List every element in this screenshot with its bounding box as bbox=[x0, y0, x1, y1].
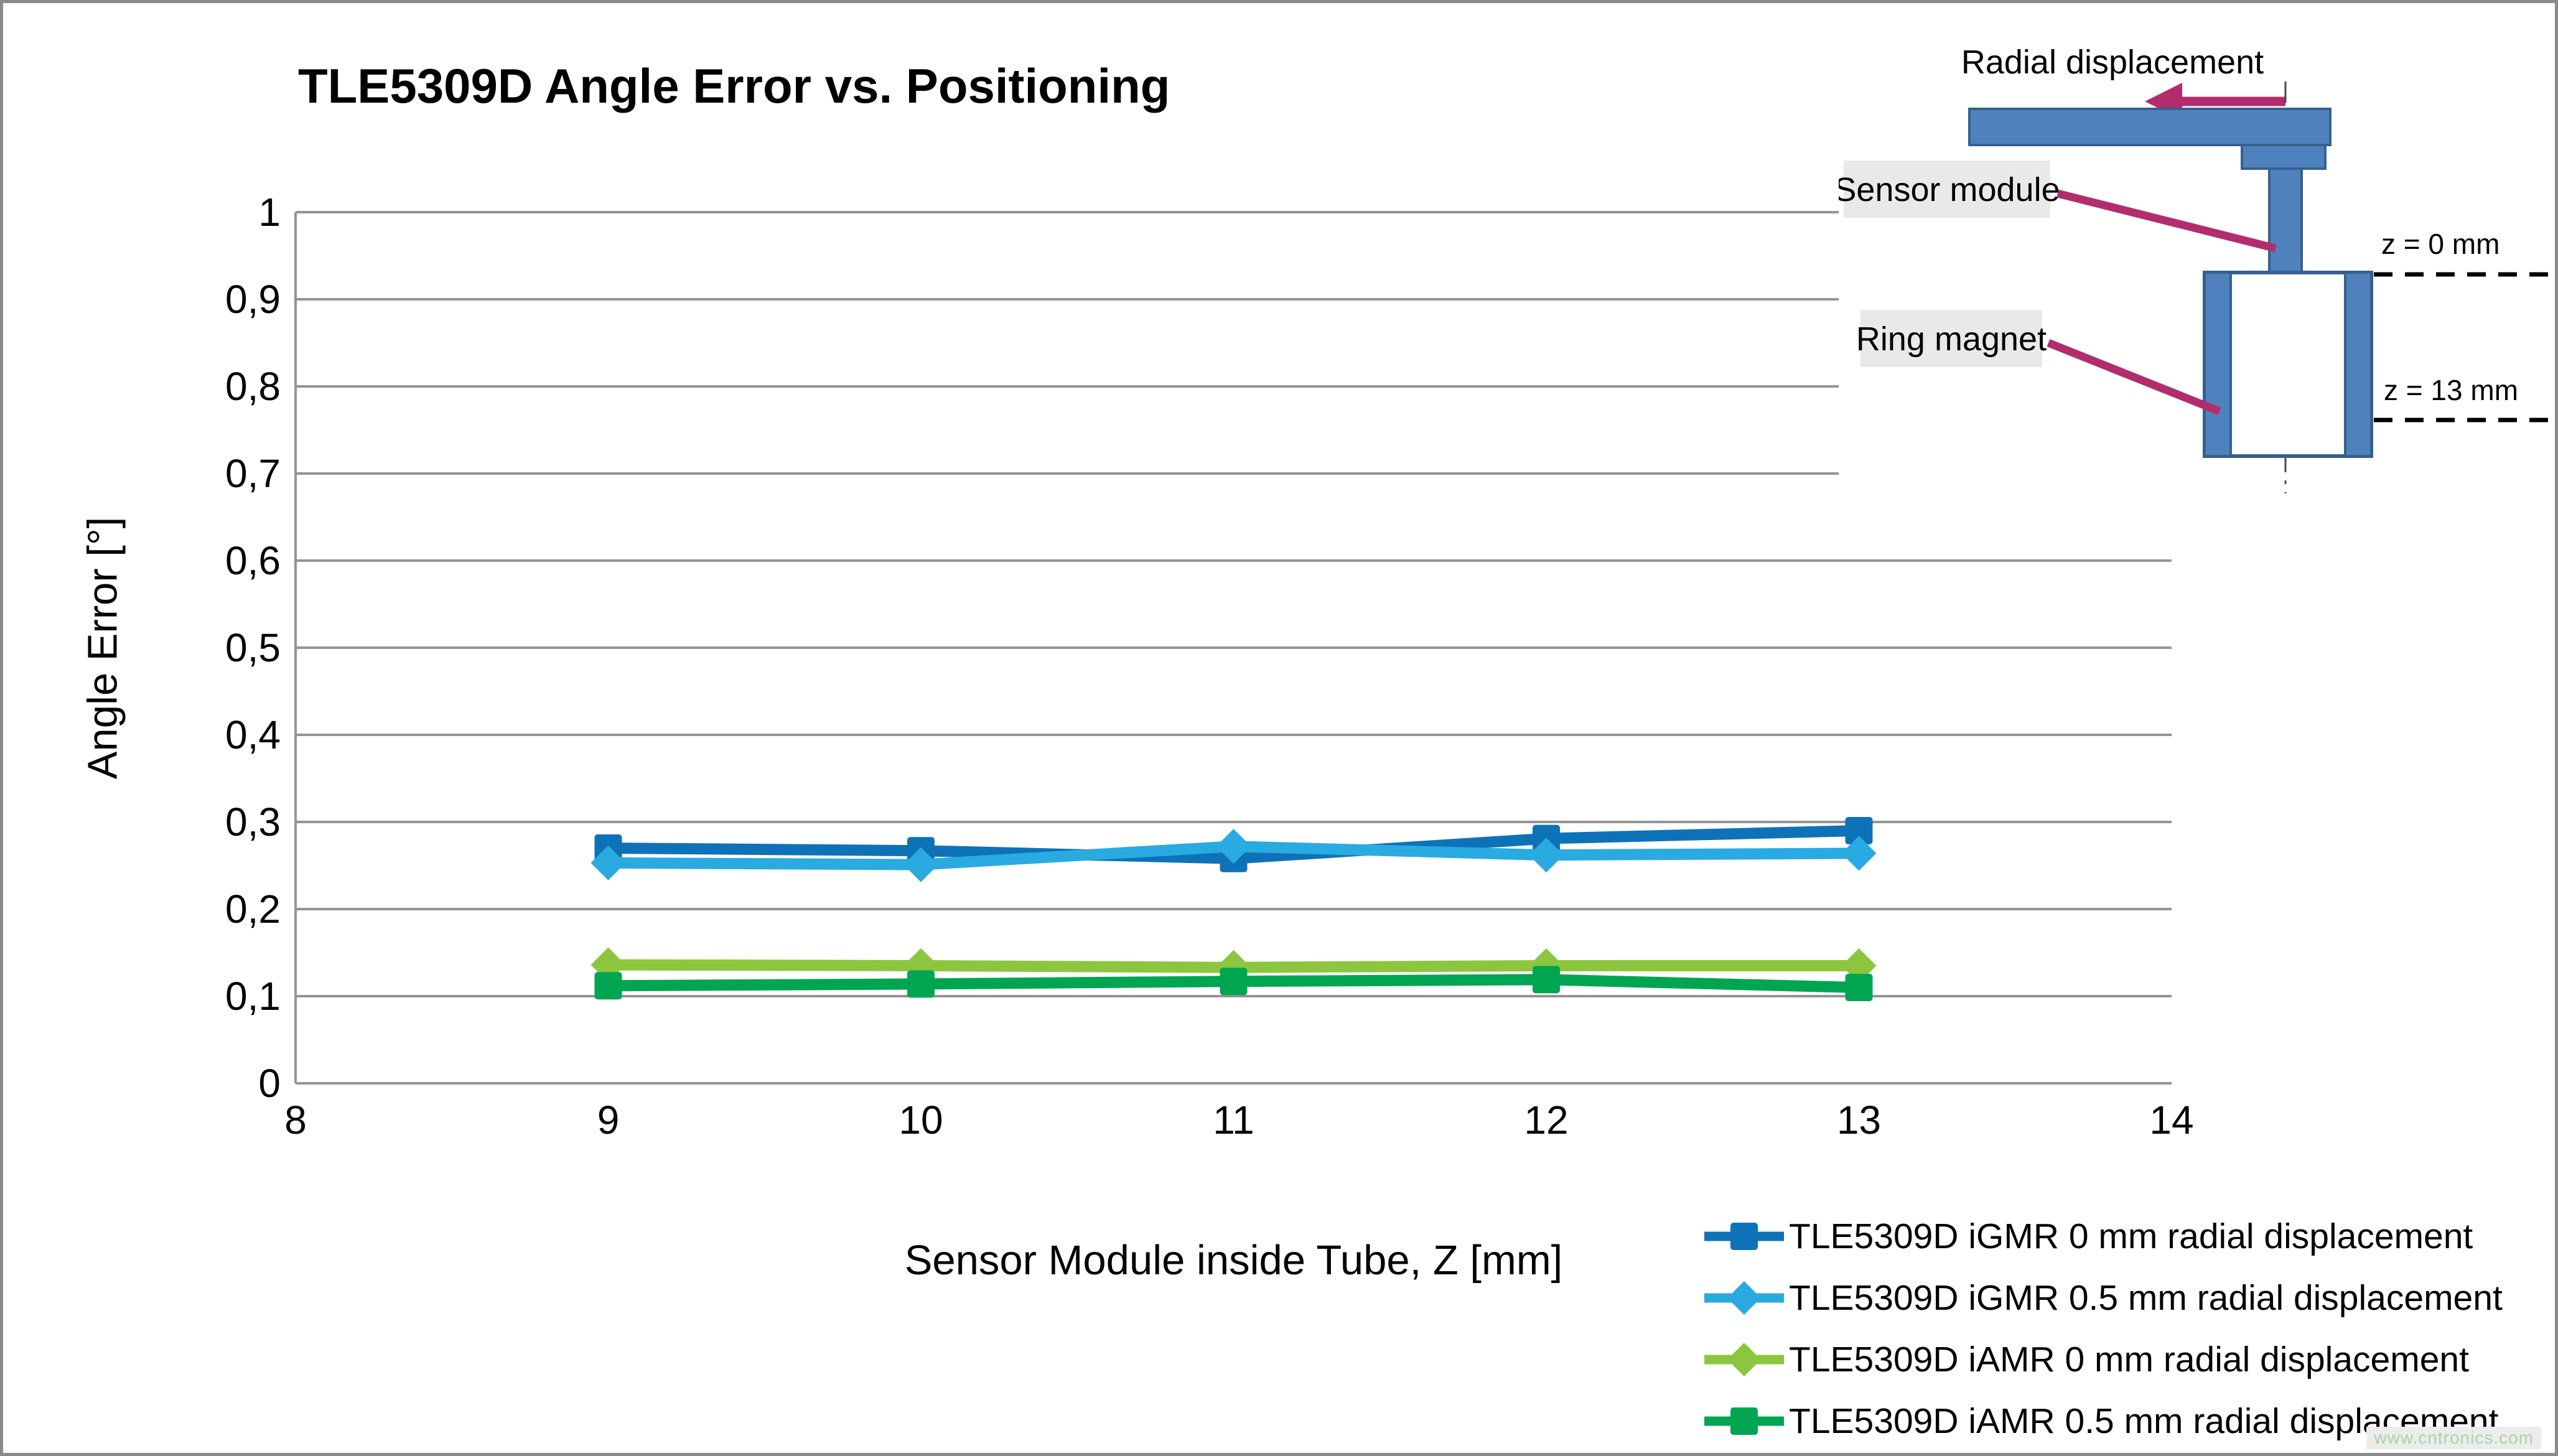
legend-row: TLE5309D iGMR 0 mm radial displacement bbox=[1703, 1205, 2503, 1267]
data-point-marker bbox=[1529, 838, 1564, 873]
x-tick-label: 13 bbox=[1836, 1098, 1882, 1142]
legend-marker bbox=[1727, 1281, 1761, 1315]
x-tick-label: 8 bbox=[284, 1098, 307, 1142]
ring-magnet-shape bbox=[2203, 271, 2373, 458]
sensor-module-rod bbox=[2268, 167, 2303, 278]
y-tick-label: 0,1 bbox=[225, 974, 281, 1019]
y-tick-label: 0,2 bbox=[225, 887, 281, 931]
legend-marker-icon bbox=[1704, 1281, 1784, 1315]
y-tick-label: 0,6 bbox=[225, 538, 281, 583]
series-2 bbox=[590, 829, 1877, 882]
y-tick-label: 0,4 bbox=[225, 712, 281, 757]
data-point-marker bbox=[594, 972, 622, 1000]
legend-marker-icon bbox=[1704, 1342, 1784, 1376]
fixture-arm bbox=[1968, 108, 2332, 146]
mount-block bbox=[2241, 144, 2327, 170]
y-tick-label: 0,8 bbox=[225, 364, 281, 409]
radial-displacement-label: Radial displacement bbox=[1961, 44, 2264, 81]
z-bottom-label: z = 13 mm bbox=[2384, 374, 2518, 406]
watermark: www.cntronics.com bbox=[2366, 1427, 2541, 1449]
ring-magnet-label: Ring magnet bbox=[1856, 320, 2047, 358]
chart-legend: TLE5309D iGMR 0 mm radial displacement TL… bbox=[1703, 1205, 2503, 1452]
x-tick-label: 11 bbox=[1213, 1098, 1254, 1142]
y-tick-label: 1 bbox=[258, 190, 281, 235]
legend-label: TLE5309D iGMR 0 mm radial displacement bbox=[1789, 1216, 2473, 1256]
sensor-module-pointer-icon bbox=[2056, 189, 2277, 253]
series-4 bbox=[594, 966, 1873, 1001]
data-point-marker bbox=[1533, 966, 1560, 994]
sensor-module-label-bg bbox=[1844, 161, 2050, 218]
data-point-marker bbox=[1841, 836, 1877, 871]
x-tick-label: 9 bbox=[597, 1098, 620, 1142]
legend-label: TLE5309D iAMR 0 mm radial displacement bbox=[1789, 1339, 2469, 1379]
legend-row: TLE5309D iAMR 0 mm radial displacement bbox=[1703, 1328, 2503, 1390]
diagram-background bbox=[1839, 8, 2555, 497]
z-top-label: z = 0 mm bbox=[2381, 228, 2500, 260]
legend-row: TLE5309D iGMR 0.5 mm radial displacement bbox=[1703, 1267, 2503, 1328]
legend-marker bbox=[1730, 1407, 1758, 1435]
y-tick-label: 0,7 bbox=[225, 451, 281, 496]
data-point-marker bbox=[1845, 974, 1873, 1001]
x-tick-label: 14 bbox=[2149, 1098, 2194, 1142]
legend-marker bbox=[1730, 1222, 1758, 1250]
y-tick-label: 0,9 bbox=[225, 277, 281, 322]
ring-magnet-pointer-icon bbox=[2047, 338, 2221, 416]
data-point-marker bbox=[1216, 829, 1251, 864]
ring-magnet-label-bg bbox=[1860, 310, 2042, 367]
legend-marker-icon bbox=[1704, 1407, 1784, 1435]
sensor-module-label: Sensor module bbox=[1839, 171, 2060, 208]
data-point-marker bbox=[1845, 817, 1873, 844]
positioning-diagram: Radial displacement Sensor module Ring m… bbox=[1839, 8, 2555, 497]
chart-plot-area bbox=[294, 211, 2172, 1085]
data-point-marker bbox=[1220, 968, 1248, 996]
legend-label: TLE5309D iGMR 0.5 mm radial displacement bbox=[1789, 1277, 2503, 1318]
x-tick-label: 10 bbox=[899, 1098, 943, 1142]
legend-marker-icon bbox=[1704, 1222, 1784, 1250]
legend-marker bbox=[1727, 1342, 1761, 1376]
x-tick-label: 12 bbox=[1524, 1098, 1569, 1142]
y-axis-title: Angle Error [°] bbox=[79, 516, 126, 779]
y-tick-label: 0 bbox=[258, 1061, 281, 1106]
data-point-marker bbox=[590, 845, 626, 880]
y-tick-label: 0,5 bbox=[225, 625, 281, 670]
x-axis-title: Sensor Module inside Tube, Z [mm] bbox=[904, 1237, 1563, 1284]
data-point-marker bbox=[903, 847, 938, 882]
y-tick-label: 0,3 bbox=[225, 800, 281, 844]
data-point-marker bbox=[907, 970, 935, 998]
chart-title: TLE5309D Angle Error vs. Positioning bbox=[298, 58, 1170, 113]
